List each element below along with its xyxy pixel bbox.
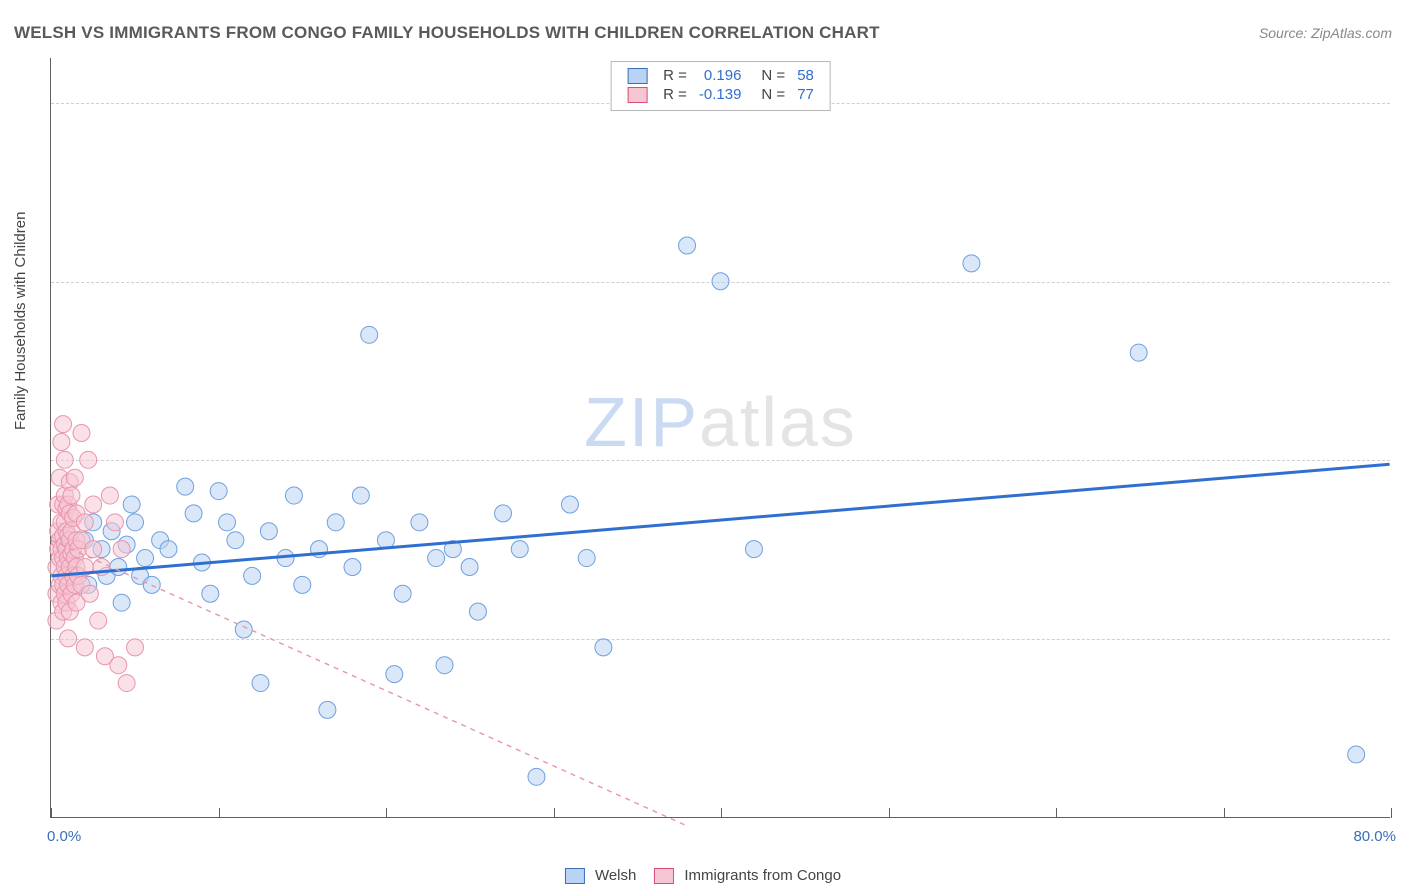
scatter-point-welsh — [963, 255, 980, 272]
x-min-label: 0.0% — [47, 828, 81, 845]
scatter-point-congo — [56, 451, 73, 468]
y-axis-label: Family Households with Children — [12, 212, 29, 430]
scatter-point-welsh — [561, 496, 578, 513]
scatter-point-welsh — [202, 585, 219, 602]
scatter-point-welsh — [160, 541, 177, 558]
scatter-chart-svg — [51, 58, 1390, 817]
scatter-point-welsh — [137, 550, 154, 567]
legend-label-welsh: Welsh — [595, 867, 636, 884]
scatter-point-congo — [101, 487, 118, 504]
series-legend: Welsh Immigrants from Congo — [565, 867, 841, 884]
n-label: N = — [747, 85, 791, 104]
scatter-point-welsh — [1348, 746, 1365, 763]
scatter-point-congo — [113, 541, 130, 558]
scatter-point-congo — [76, 639, 93, 656]
y-tick-label: 60.0% — [1395, 273, 1406, 290]
legend-item-welsh: Welsh — [565, 867, 636, 884]
legend-swatch-congo — [654, 868, 674, 884]
scatter-point-welsh — [386, 666, 403, 683]
scatter-point-welsh — [411, 514, 428, 531]
scatter-point-welsh — [511, 541, 528, 558]
scatter-point-welsh — [344, 558, 361, 575]
chart-header: WELSH VS IMMIGRANTS FROM CONGO FAMILY HO… — [14, 18, 1392, 48]
scatter-point-welsh — [712, 273, 729, 290]
scatter-point-welsh — [319, 701, 336, 718]
scatter-point-congo — [76, 514, 93, 531]
scatter-point-welsh — [495, 505, 512, 522]
scatter-point-welsh — [352, 487, 369, 504]
scatter-point-congo — [118, 675, 135, 692]
y-tick-label: 40.0% — [1395, 452, 1406, 469]
scatter-point-welsh — [436, 657, 453, 674]
scatter-point-welsh — [110, 558, 127, 575]
scatter-point-congo — [55, 416, 72, 433]
stats-row-welsh: R = 0.196 N = 58 — [621, 66, 820, 85]
n-value-congo: 77 — [791, 85, 820, 104]
scatter-point-welsh — [469, 603, 486, 620]
scatter-point-congo — [85, 541, 102, 558]
r-label: R = — [657, 85, 693, 104]
scatter-point-welsh — [260, 523, 277, 540]
x-max-label: 80.0% — [1353, 828, 1396, 845]
legend-swatch-welsh — [565, 868, 585, 884]
chart-source: Source: ZipAtlas.com — [1259, 25, 1392, 41]
trend-line-welsh — [51, 464, 1389, 576]
legend-item-congo: Immigrants from Congo — [654, 867, 841, 884]
swatch-congo — [627, 87, 647, 103]
r-value-congo: -0.139 — [693, 85, 748, 104]
scatter-point-congo — [81, 585, 98, 602]
scatter-point-congo — [90, 612, 107, 629]
scatter-point-welsh — [113, 594, 130, 611]
stats-legend: R = 0.196 N = 58 R = -0.139 N = 77 — [610, 61, 831, 111]
scatter-point-congo — [110, 657, 127, 674]
scatter-point-welsh — [227, 532, 244, 549]
scatter-point-welsh — [127, 514, 144, 531]
scatter-point-welsh — [210, 483, 227, 500]
scatter-point-welsh — [219, 514, 236, 531]
scatter-point-welsh — [143, 576, 160, 593]
scatter-point-congo — [60, 630, 77, 647]
scatter-point-welsh — [595, 639, 612, 656]
scatter-point-congo — [85, 496, 102, 513]
y-tick-label: 20.0% — [1395, 631, 1406, 648]
scatter-point-congo — [106, 514, 123, 531]
scatter-point-welsh — [394, 585, 411, 602]
scatter-point-congo — [63, 487, 80, 504]
scatter-point-welsh — [361, 326, 378, 343]
scatter-point-congo — [66, 469, 83, 486]
scatter-point-welsh — [528, 768, 545, 785]
scatter-point-welsh — [244, 567, 261, 584]
scatter-point-welsh — [252, 675, 269, 692]
scatter-point-welsh — [185, 505, 202, 522]
scatter-point-congo — [127, 639, 144, 656]
r-label: R = — [657, 66, 693, 85]
n-label: N = — [747, 66, 791, 85]
scatter-point-welsh — [461, 558, 478, 575]
plot-area: ZIPatlas 20.0%40.0%60.0%80.0% 0.0% 80.0%… — [50, 58, 1390, 818]
stats-row-congo: R = -0.139 N = 77 — [621, 85, 820, 104]
y-tick-label: 80.0% — [1395, 94, 1406, 111]
scatter-point-welsh — [123, 496, 140, 513]
scatter-point-welsh — [428, 550, 445, 567]
trend-line-congo — [51, 540, 687, 826]
scatter-point-congo — [53, 433, 70, 450]
scatter-point-welsh — [294, 576, 311, 593]
n-value-welsh: 58 — [791, 66, 820, 85]
scatter-point-welsh — [745, 541, 762, 558]
scatter-point-welsh — [679, 237, 696, 254]
chart-title: WELSH VS IMMIGRANTS FROM CONGO FAMILY HO… — [14, 23, 880, 43]
scatter-point-welsh — [578, 550, 595, 567]
scatter-point-welsh — [1130, 344, 1147, 361]
legend-label-congo: Immigrants from Congo — [684, 867, 841, 884]
scatter-point-welsh — [285, 487, 302, 504]
swatch-welsh — [627, 68, 647, 84]
scatter-point-congo — [80, 451, 97, 468]
scatter-point-congo — [73, 425, 90, 442]
scatter-point-welsh — [327, 514, 344, 531]
r-value-welsh: 0.196 — [693, 66, 748, 85]
scatter-point-welsh — [177, 478, 194, 495]
